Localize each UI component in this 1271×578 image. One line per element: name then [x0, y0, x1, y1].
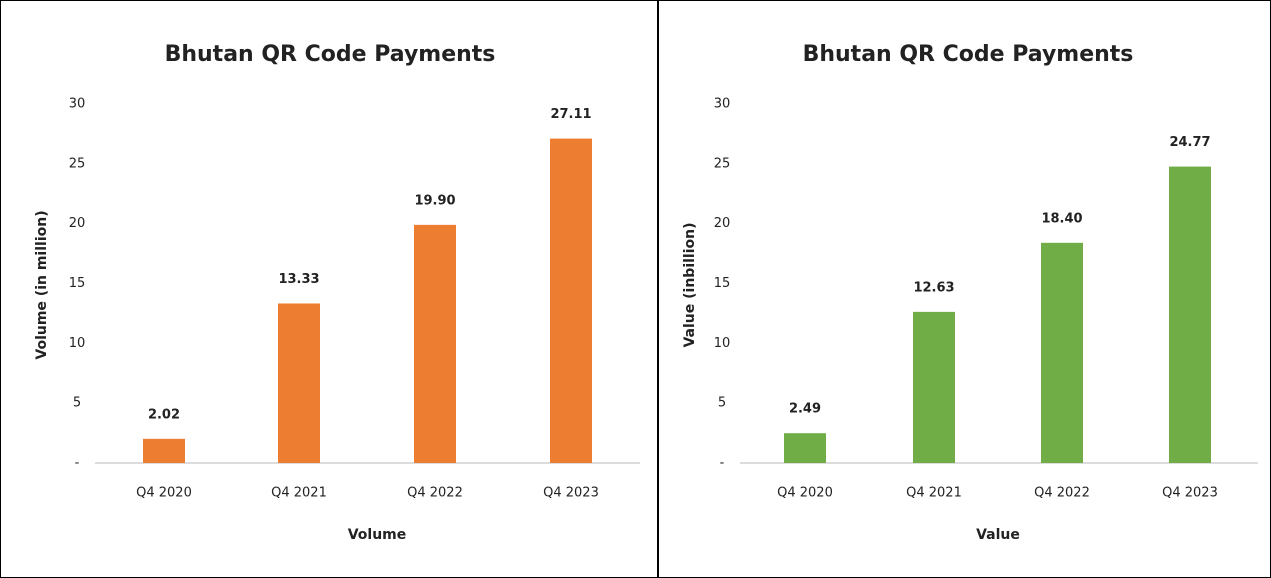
y-tick-label: - — [720, 456, 725, 471]
data-label: 27.11 — [550, 107, 591, 122]
bar — [143, 438, 185, 463]
data-label: 2.02 — [148, 407, 180, 422]
y-tick-label: 25 — [714, 156, 731, 171]
data-label: 2.49 — [789, 402, 821, 417]
x-tick-label: Q4 2023 — [1162, 486, 1218, 501]
bar — [278, 303, 320, 463]
y-tick-label: 30 — [714, 97, 731, 112]
y-tick-label: 25 — [69, 156, 86, 171]
x-tick-label: Q4 2020 — [136, 486, 192, 501]
data-label: 19.90 — [414, 193, 455, 208]
bar — [784, 433, 826, 463]
x-tick-label: Q4 2023 — [543, 486, 599, 501]
bar — [414, 224, 456, 463]
y-tick-label: 10 — [69, 336, 86, 351]
x-tick-label: Q4 2021 — [906, 486, 962, 501]
y-tick-label: 5 — [73, 396, 81, 411]
y-tick-label: - — [75, 456, 80, 471]
chart-title: Bhutan QR Code Payments — [803, 42, 1134, 67]
data-label: 13.33 — [278, 272, 319, 287]
y-tick-label: 20 — [69, 216, 86, 231]
x-axis-label: Value — [976, 527, 1020, 543]
bar — [913, 311, 955, 463]
data-label: 24.77 — [1169, 135, 1210, 150]
bar — [1041, 242, 1083, 463]
y-axis-label: Volume (in million) — [34, 210, 50, 359]
y-tick-label: 20 — [714, 216, 731, 231]
chart-title: Bhutan QR Code Payments — [165, 42, 496, 67]
bar — [550, 138, 592, 463]
data-label: 18.40 — [1041, 211, 1082, 226]
x-tick-label: Q4 2022 — [1034, 486, 1090, 501]
y-axis-label: Value (inbillion) — [682, 222, 698, 347]
y-tick-label: 15 — [69, 276, 86, 291]
y-tick-label: 15 — [714, 276, 731, 291]
y-tick-label: 10 — [714, 336, 731, 351]
x-tick-label: Q4 2021 — [271, 486, 327, 501]
x-tick-label: Q4 2022 — [407, 486, 463, 501]
y-tick-label: 5 — [718, 396, 726, 411]
x-axis-label: Volume — [348, 527, 407, 543]
y-tick-label: 30 — [69, 97, 86, 112]
bar — [1169, 166, 1211, 463]
data-label: 12.63 — [913, 280, 954, 295]
x-tick-label: Q4 2020 — [777, 486, 833, 501]
